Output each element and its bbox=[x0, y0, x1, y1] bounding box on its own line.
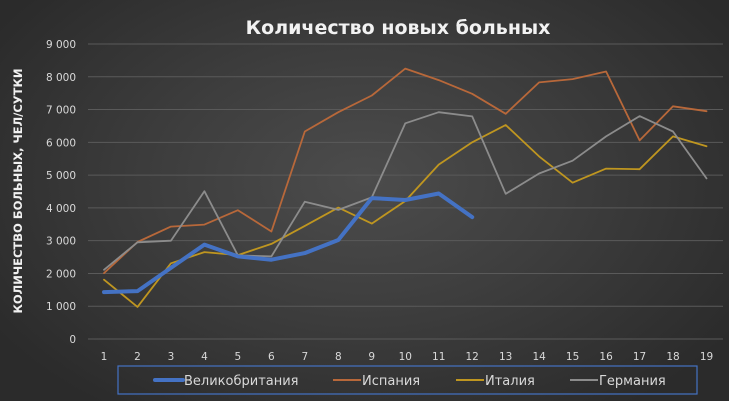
legend-label: Германия bbox=[599, 374, 666, 389]
x-tick-label: 16 bbox=[599, 351, 613, 363]
y-tick-label: 2 000 bbox=[46, 268, 76, 280]
x-tick-label: 4 bbox=[201, 351, 208, 363]
x-tick-label: 9 bbox=[368, 351, 375, 363]
x-tick-label: 5 bbox=[235, 351, 242, 363]
y-axis-label: КОЛИЧЕСТВО БОЛЬНЫХ, ЧЕЛ/СУТКИ bbox=[11, 68, 25, 313]
legend-label: Италия bbox=[485, 374, 535, 389]
y-tick-label: 3 000 bbox=[46, 236, 76, 248]
x-tick-label: 14 bbox=[532, 351, 546, 363]
y-tick-label: 9 000 bbox=[46, 39, 76, 51]
gridlines bbox=[88, 43, 723, 340]
x-tick-label: 19 bbox=[700, 351, 713, 363]
y-tick-label: 4 000 bbox=[46, 203, 76, 215]
y-tick-label: 6 000 bbox=[46, 137, 76, 149]
y-axis-ticks: 0 1 000 2 000 3 000 4 000 5 000 6 000 7 000 8 00… bbox=[46, 39, 76, 346]
x-tick-label: 1 bbox=[101, 351, 108, 363]
x-tick-label: 11 bbox=[432, 351, 445, 363]
x-tick-label: 12 bbox=[466, 351, 479, 363]
x-tick-label: 7 bbox=[301, 351, 308, 363]
x-tick-label: 10 bbox=[399, 351, 412, 363]
y-tick-label: 1 000 bbox=[46, 301, 76, 313]
x-tick-label: 13 bbox=[499, 351, 512, 363]
y-tick-label: 8 000 bbox=[46, 72, 76, 84]
legend-label: Великобритания bbox=[184, 374, 299, 389]
x-tick-label: 15 bbox=[566, 351, 579, 363]
chart-title: Количество новых больных bbox=[246, 17, 551, 39]
series-line-1 bbox=[103, 67, 708, 275]
series-lines bbox=[102, 67, 708, 308]
series-line-2 bbox=[103, 124, 708, 308]
y-tick-label: 7 000 bbox=[46, 105, 76, 117]
x-axis-ticks: 1 2 3 4 5 6 7 8 9 10 11 12 13 14 15 16 17 18 19 bbox=[101, 351, 714, 363]
legend-label: Испания bbox=[362, 374, 420, 389]
x-tick-label: 6 bbox=[268, 351, 275, 363]
x-tick-label: 3 bbox=[168, 351, 175, 363]
series-line-0 bbox=[102, 191, 475, 295]
x-tick-label: 2 bbox=[134, 351, 141, 363]
legend: Великобритания Испания Италия Германия bbox=[153, 374, 666, 389]
x-tick-label: 18 bbox=[666, 351, 679, 363]
y-tick-label: 0 bbox=[69, 334, 76, 346]
series-line-3 bbox=[103, 111, 708, 271]
x-tick-label: 17 bbox=[633, 351, 646, 363]
y-tick-label: 5 000 bbox=[46, 170, 76, 182]
x-tick-label: 8 bbox=[335, 351, 342, 363]
legend-box bbox=[117, 365, 698, 395]
